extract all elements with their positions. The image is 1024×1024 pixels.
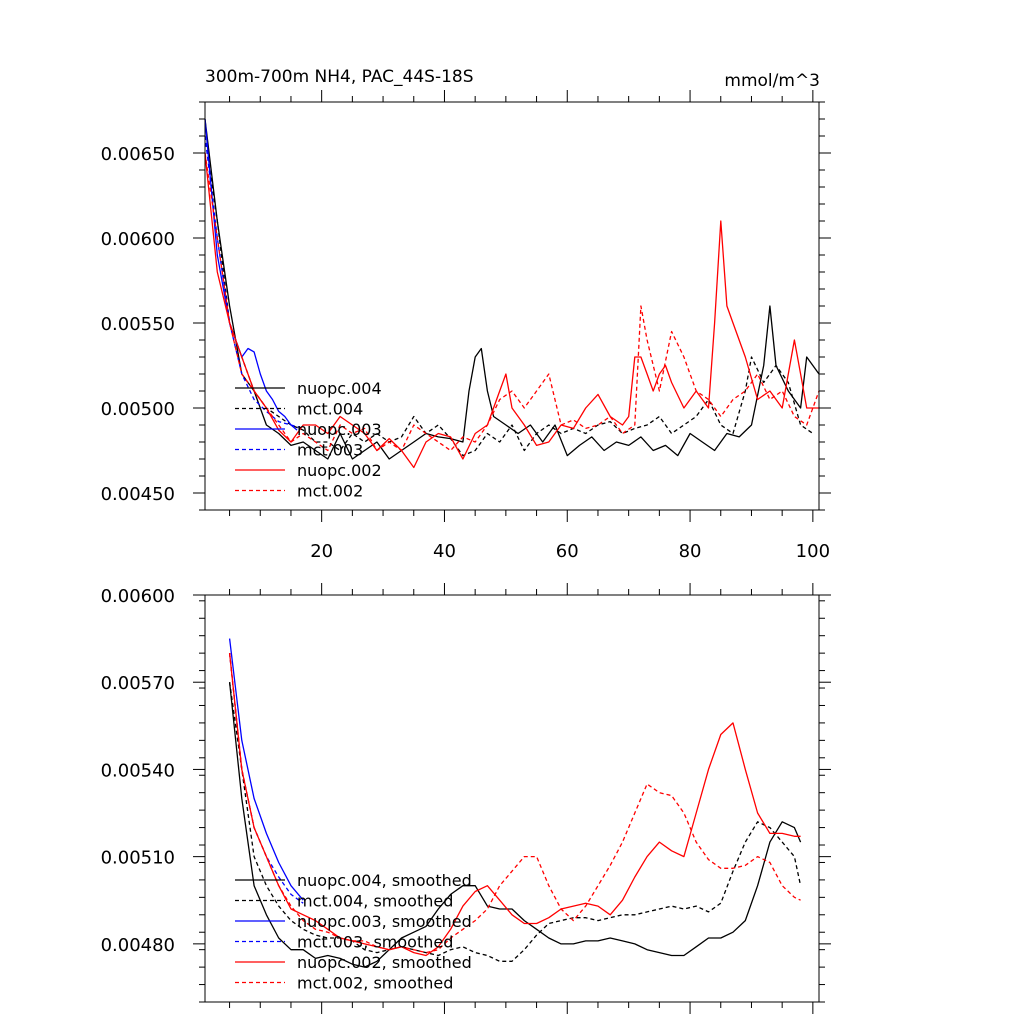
series-line-mct-004-smoothed xyxy=(228,682,802,962)
series-line-nuopc-002 xyxy=(204,152,819,469)
x-tick-label: 40 xyxy=(433,541,456,562)
x-tick-label: 80 xyxy=(679,541,702,562)
top-chart-units: mmol/m^3 xyxy=(724,71,820,91)
bottom-panel: 0.00480 0.00510 0.00540 0.00570 0.00600 nuop… xyxy=(101,583,831,1014)
y-tick-label: 0.00570 xyxy=(101,673,175,694)
top-chart-title: 300m-700m NH4, PAC_44S-18S xyxy=(205,67,474,87)
legend-label: mct.003 xyxy=(297,441,363,460)
top-plot-frame xyxy=(204,101,820,511)
y-tick-label: 0.00500 xyxy=(101,399,175,420)
legend-label: nuopc.004 xyxy=(297,379,382,398)
series-line-nuopc-004 xyxy=(204,118,820,460)
legend-label: mct.002 xyxy=(297,482,363,501)
series-line-mct-003-smoothed xyxy=(228,653,304,904)
bottom-plot-frame xyxy=(204,594,820,1003)
bottom-axis-ticks: 0.00480 0.00510 0.00540 0.00570 0.00600 xyxy=(101,583,831,1014)
top-panel: 300m-700m NH4, PAC_44S-18S mmol/m^3 0.00… xyxy=(101,67,831,562)
series-line-mct-002 xyxy=(204,152,820,452)
legend-label: nuopc.002, smoothed xyxy=(297,953,472,972)
series-line-mct-004 xyxy=(204,135,814,457)
y-tick-label: 0.00550 xyxy=(101,314,175,335)
x-tick-label: 60 xyxy=(556,541,579,562)
series-line-nuopc-004-smoothed xyxy=(228,682,802,968)
x-tick-label: 20 xyxy=(310,541,333,562)
legend-label: nuopc.002 xyxy=(297,461,382,480)
legend-label: mct.003, smoothed xyxy=(297,933,453,952)
y-tick-label: 0.00600 xyxy=(101,586,175,607)
bottom-series xyxy=(228,638,802,968)
legend-label: nuopc.003 xyxy=(297,420,382,439)
legend-label: mct.004 xyxy=(297,400,363,419)
legend-label: mct.002, smoothed xyxy=(297,974,453,993)
y-tick-label: 0.00650 xyxy=(101,144,175,165)
y-tick-label: 0.00540 xyxy=(101,760,175,781)
legend-label: mct.004, smoothed xyxy=(297,892,453,911)
y-tick-label: 0.00600 xyxy=(101,229,175,250)
x-tick-label: 100 xyxy=(796,541,830,562)
y-tick-label: 0.00450 xyxy=(101,484,175,505)
y-tick-label: 0.00510 xyxy=(101,848,175,869)
y-tick-label: 0.00480 xyxy=(101,935,175,956)
series-line-nuopc-003-smoothed xyxy=(228,638,304,901)
legend-label: nuopc.004, smoothed xyxy=(297,871,472,890)
legend-label: nuopc.003, smoothed xyxy=(297,912,472,931)
top-axis-ticks: 0.00450 0.00500 0.00550 0.00600 0.00650 20 40 6… xyxy=(101,90,831,562)
series-line-nuopc-002-smoothed xyxy=(228,653,801,957)
series-line-mct-003 xyxy=(204,135,304,430)
top-series xyxy=(204,118,820,469)
